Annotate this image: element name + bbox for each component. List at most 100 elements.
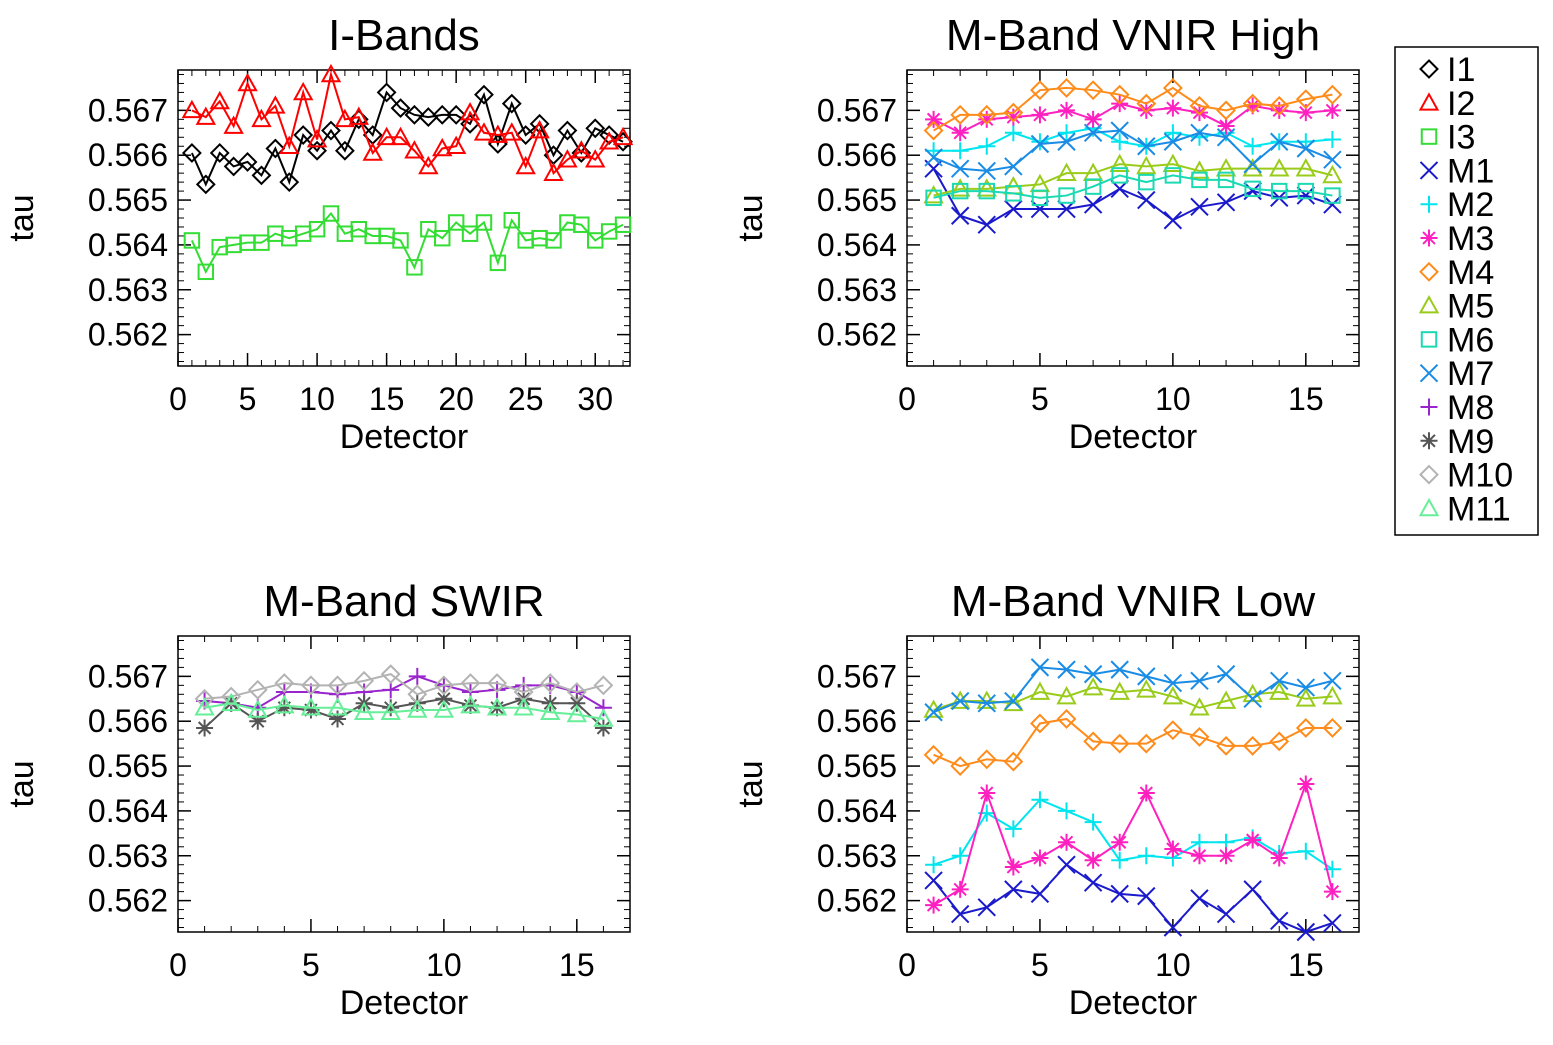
data-point-I2 bbox=[209, 90, 230, 110]
data-point-M2 bbox=[978, 137, 996, 155]
data-point-I1 bbox=[334, 140, 355, 161]
legend-marker-M10 bbox=[1419, 464, 1439, 485]
data-point-M3 bbox=[925, 110, 943, 128]
data-point-M5 bbox=[1162, 685, 1184, 705]
y-axis-label: tau bbox=[3, 760, 41, 807]
data-point-M11 bbox=[353, 701, 375, 721]
data-point-M9 bbox=[302, 701, 320, 719]
data-point-I2 bbox=[543, 162, 564, 181]
data-point-M10 bbox=[540, 673, 561, 694]
data-point-M5 bbox=[1215, 690, 1237, 709]
data-point-M4 bbox=[1136, 733, 1157, 754]
data-point-M2 bbox=[1244, 137, 1262, 155]
data-point-M2 bbox=[1190, 128, 1208, 146]
x-tick-label: 10 bbox=[299, 381, 335, 417]
data-point-M4 bbox=[950, 756, 971, 776]
data-point-I3 bbox=[573, 216, 590, 233]
series-M3 bbox=[925, 95, 1341, 142]
data-point-M6 bbox=[1058, 187, 1075, 204]
data-point-M1 bbox=[1083, 873, 1103, 892]
data-point-I3 bbox=[461, 225, 479, 242]
data-point-M2 bbox=[1137, 847, 1155, 865]
data-point-M9 bbox=[329, 710, 347, 728]
data-point-M3 bbox=[1244, 97, 1262, 115]
data-point-M2 bbox=[1058, 802, 1076, 820]
y-tick-label: 0.567 bbox=[817, 658, 897, 694]
series-I3 bbox=[183, 205, 632, 281]
legend-marker-M5 bbox=[1418, 295, 1440, 314]
data-point-M3 bbox=[1004, 108, 1022, 126]
data-point-M10 bbox=[487, 673, 507, 694]
data-point-I2 bbox=[348, 106, 369, 125]
data-point-M1 bbox=[1030, 884, 1050, 904]
data-point-M1 bbox=[977, 898, 996, 917]
data-point-M7 bbox=[1110, 121, 1129, 140]
chart-title: M-Band VNIR High bbox=[946, 11, 1320, 60]
data-point-M10 bbox=[380, 664, 401, 685]
data-point-M10 bbox=[433, 675, 454, 696]
series-line-M9 bbox=[203, 697, 605, 729]
y-tick-label: 0.565 bbox=[88, 182, 168, 218]
data-point-M1 bbox=[1296, 922, 1316, 942]
legend-label-M3: M3 bbox=[1447, 220, 1494, 258]
data-point-M10 bbox=[221, 686, 242, 707]
data-point-M10 bbox=[566, 682, 587, 702]
data-point-M5 bbox=[1056, 685, 1077, 705]
data-point-M2 bbox=[1111, 133, 1129, 151]
legend-marker-M1 bbox=[1419, 161, 1439, 180]
legend-box bbox=[1394, 46, 1539, 536]
chart-panel-swir: M-Band SWIR 0 5 10 15 0.562 0.563 0.564 0.565 0.5… bbox=[3, 577, 631, 1022]
data-point-M1 bbox=[1216, 193, 1236, 212]
data-point-M3 bbox=[1031, 106, 1049, 124]
data-point-M10 bbox=[354, 670, 375, 691]
data-point-M6 bbox=[1005, 185, 1022, 202]
series-line-M5 bbox=[933, 163, 1333, 197]
data-point-I3 bbox=[475, 214, 493, 231]
data-point-M4 bbox=[1216, 735, 1236, 756]
legend-label-I3: I3 bbox=[1447, 119, 1475, 157]
x-tick-label: 15 bbox=[1288, 381, 1324, 417]
data-point-M4 bbox=[1083, 731, 1104, 752]
data-point-M7 bbox=[1163, 132, 1183, 151]
data-point-M7 bbox=[1030, 134, 1050, 154]
data-point-M7 bbox=[1270, 671, 1289, 691]
series-line-I3 bbox=[190, 211, 624, 275]
data-point-I3 bbox=[183, 232, 201, 249]
data-point-M3 bbox=[978, 784, 996, 802]
data-point-M2 bbox=[925, 856, 943, 874]
data-point-I3 bbox=[503, 212, 521, 229]
data-point-M11 bbox=[407, 699, 428, 718]
data-point-M1 bbox=[924, 871, 943, 890]
data-point-I1 bbox=[585, 118, 606, 139]
y-tick-label: 0.562 bbox=[817, 317, 897, 353]
data-point-M7 bbox=[977, 161, 996, 181]
x-tick-label: 10 bbox=[1155, 947, 1191, 983]
y-tick-label: 0.566 bbox=[88, 137, 168, 173]
data-point-M9 bbox=[275, 699, 293, 717]
data-point-M6 bbox=[1271, 182, 1288, 200]
y-tick-label: 0.567 bbox=[88, 92, 168, 128]
data-point-M7 bbox=[1110, 660, 1129, 679]
data-point-M3 bbox=[951, 880, 969, 898]
data-point-M2 bbox=[1031, 133, 1049, 151]
data-point-I2 bbox=[445, 135, 467, 155]
data-point-M1 bbox=[1163, 211, 1183, 230]
legend-label-M9: M9 bbox=[1447, 423, 1494, 461]
data-point-M3 bbox=[1137, 101, 1155, 119]
data-point-M11 bbox=[274, 694, 295, 714]
y-axis-label: tau bbox=[732, 194, 770, 241]
data-point-M5 bbox=[1189, 697, 1210, 716]
data-point-M9 bbox=[594, 719, 612, 737]
plot-frame bbox=[906, 635, 1360, 933]
data-point-M6 bbox=[1217, 171, 1235, 189]
data-point-M4 bbox=[1003, 102, 1024, 123]
legend-marker-M11 bbox=[1418, 497, 1440, 517]
x-tick-label: 15 bbox=[1288, 947, 1324, 983]
data-point-M3 bbox=[1031, 849, 1049, 867]
y-axis-label: tau bbox=[3, 194, 41, 241]
legend-marker-M4 bbox=[1419, 261, 1439, 282]
data-point-M1 bbox=[950, 206, 970, 225]
data-point-M11 bbox=[220, 692, 242, 712]
series-line-M7 bbox=[933, 666, 1333, 714]
